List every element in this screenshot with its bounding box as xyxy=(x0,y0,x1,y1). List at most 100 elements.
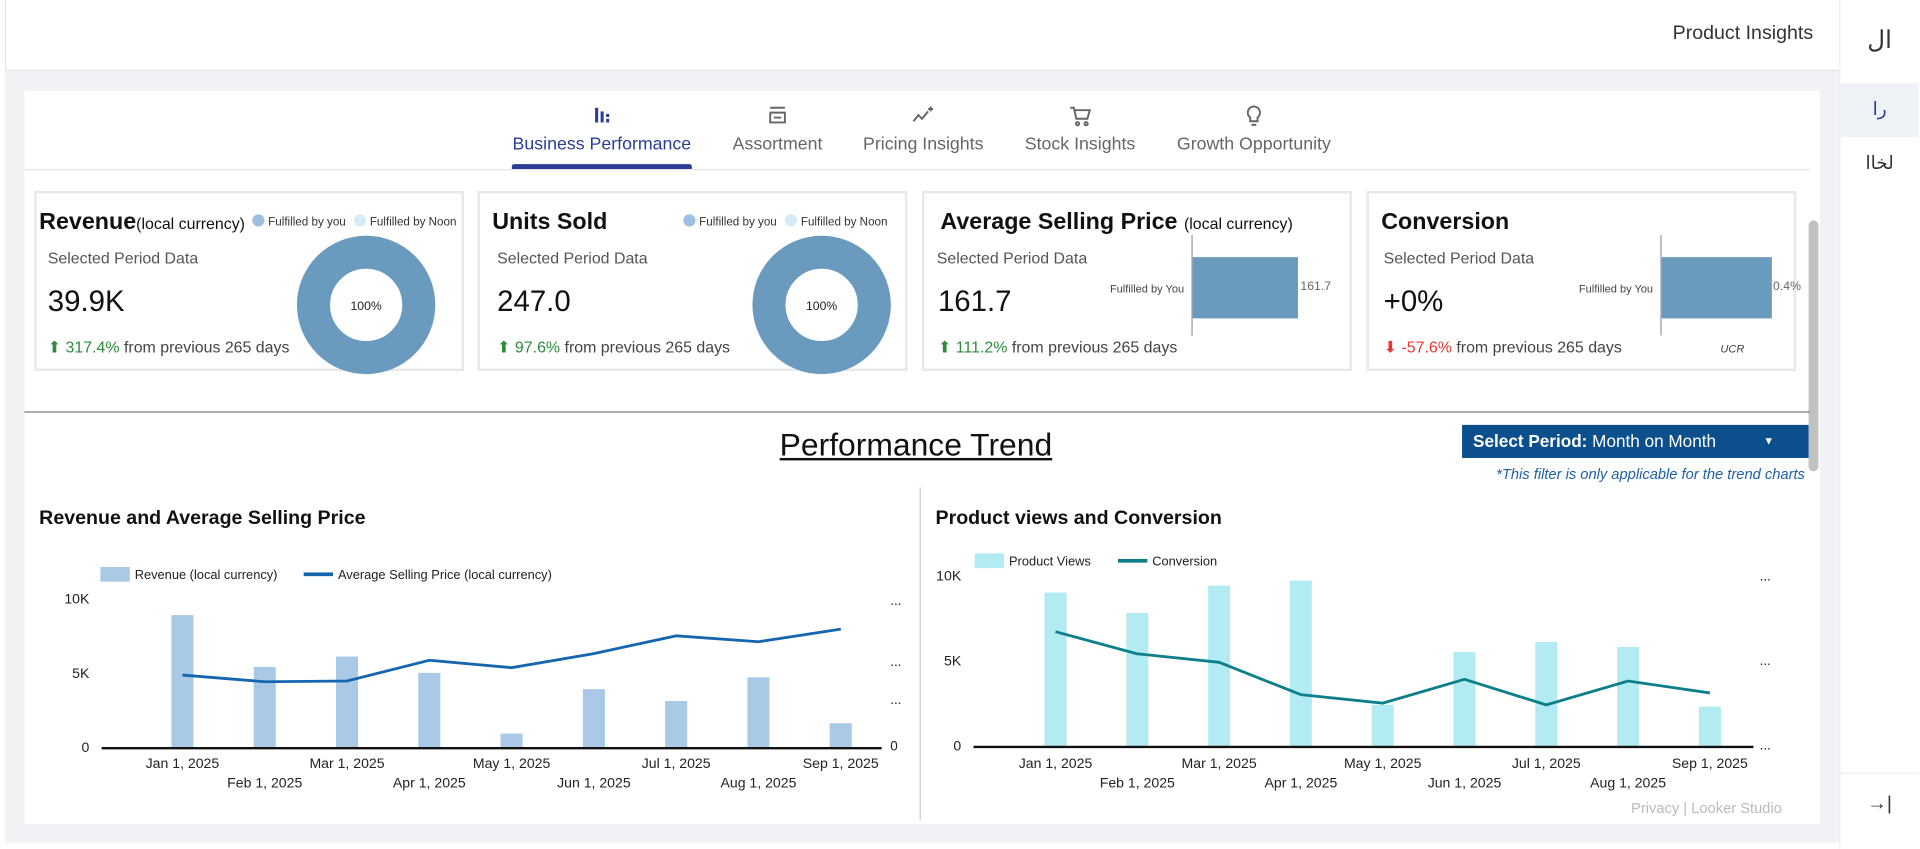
privacy-link[interactable]: Privacy xyxy=(1631,799,1680,817)
series-line xyxy=(182,627,841,684)
select-period-dropdown[interactable]: Select Period: Month on Month ▼ xyxy=(1462,424,1809,458)
bar xyxy=(1044,592,1067,746)
kpi-bar xyxy=(1192,257,1298,319)
kpi-value: +0% xyxy=(1383,285,1444,319)
y2-tick-label: ... xyxy=(1760,568,1771,583)
rail-page-1[interactable]: را xyxy=(1840,83,1919,138)
y-tick-label: 10K xyxy=(936,567,962,583)
tab-label: Business Performance xyxy=(512,134,692,155)
donut-label: 100% xyxy=(350,299,381,313)
collapse-icon[interactable]: →| xyxy=(1867,793,1892,815)
scrollbar-thumb[interactable] xyxy=(1808,220,1819,472)
legend-dot xyxy=(353,214,367,227)
tab-label: Stock Insights xyxy=(1024,134,1136,155)
bar-value: 0.4% xyxy=(1773,280,1801,294)
x-tick-label: Jun 1, 2025 xyxy=(1428,774,1502,790)
rail-page-2[interactable]: لخاا xyxy=(1865,153,1894,174)
select-label: Select Period: xyxy=(1473,431,1588,451)
legend-swatch xyxy=(100,566,130,582)
kpi-title: Units Sold xyxy=(492,209,608,236)
x-tick-label: Sep 1, 2025 xyxy=(1672,755,1748,771)
bar xyxy=(1371,704,1394,746)
legend-label: Revenue (local currency) xyxy=(135,567,278,582)
tab-assortment[interactable]: Assortment xyxy=(730,91,826,169)
x-tick-label: Sep 1, 2025 xyxy=(803,755,879,771)
kpi-change: ⬆ 111.2% from previous 265 days xyxy=(938,338,1177,358)
bar xyxy=(1453,652,1476,746)
kpi-value: 161.7 xyxy=(937,285,1012,319)
tab-label: Growth Opportunity xyxy=(1176,134,1331,155)
kpi-card-revenue: Revenue(local currency) Fulfilled by you… xyxy=(34,191,465,375)
bar xyxy=(1126,612,1149,746)
legend-label: Fulfilled by Noon xyxy=(800,215,888,229)
kpi-title-text: Average Selling Price xyxy=(940,209,1178,236)
donut-chart: 100% xyxy=(752,235,891,375)
y2-tick-label: ... xyxy=(890,654,901,669)
bar xyxy=(336,656,359,747)
x-tick-label: Mar 1, 2025 xyxy=(309,755,384,771)
tab-stock-insights[interactable]: Stock Insights xyxy=(1022,91,1137,169)
bar xyxy=(1208,585,1231,746)
bar xyxy=(171,615,194,747)
kpi-subtitle: (local currency) xyxy=(1183,214,1293,233)
legend-label: Average Selling Price (local currency) xyxy=(338,567,552,582)
tab-pricing-insights[interactable]: Pricing Insights xyxy=(861,91,986,169)
tab-business-performance[interactable]: Business Performance xyxy=(511,91,692,169)
looker-studio-link[interactable]: Looker Studio xyxy=(1691,799,1782,817)
x-tick-label: Jul 1, 2025 xyxy=(642,755,711,771)
kpi-title-text: Revenue xyxy=(39,209,137,236)
change-value: 97.6% xyxy=(514,337,561,357)
filter-note: *This filter is only applicable for the … xyxy=(1496,465,1805,483)
chart-title: Revenue and Average Selling Price xyxy=(39,508,366,529)
period-label: Selected Period Data xyxy=(47,248,199,267)
change-text: from previous 265 days xyxy=(564,337,730,357)
y2-tick-label: 0 xyxy=(890,739,897,754)
kpi-change: ⬇ -57.6% from previous 265 days xyxy=(1384,338,1622,358)
section-divider xyxy=(24,411,1810,413)
legend-dot xyxy=(252,214,265,227)
bar xyxy=(418,672,441,747)
period-label: Selected Period Data xyxy=(1383,248,1535,267)
legend: Fulfilled by you Fulfilled by Noon xyxy=(252,214,456,229)
footer: Privacy | Looker Studio xyxy=(1631,800,1782,817)
x-tick-label: Feb 1, 2025 xyxy=(227,774,302,790)
bar xyxy=(582,689,605,747)
page-nav-rail: ال را لخاا →| xyxy=(1839,0,1920,849)
legend-dot xyxy=(784,214,798,227)
bar-chart-icon xyxy=(512,105,692,134)
bar-axis xyxy=(1660,235,1662,336)
y-tick-label: 0 xyxy=(82,739,90,755)
rail-header[interactable]: ال xyxy=(1867,26,1892,54)
legend-label: Fulfilled by Noon xyxy=(369,215,457,229)
kpi-value: 39.9K xyxy=(47,285,125,319)
arrow-up-icon: ⬆ xyxy=(497,337,511,357)
arrow-down-icon: ⬇ xyxy=(1383,337,1398,357)
tab-growth-opportunity[interactable]: Growth Opportunity xyxy=(1174,91,1333,169)
x-tick-label: Feb 1, 2025 xyxy=(1100,774,1175,790)
bar xyxy=(253,666,276,747)
change-text: from previous 265 days xyxy=(1456,337,1622,357)
kpi-value: 247.0 xyxy=(497,285,571,319)
kpi-title: Conversion xyxy=(1381,209,1510,236)
active-tab-indicator xyxy=(511,164,692,169)
y2-tick-label: ... xyxy=(1760,737,1771,752)
period-label: Selected Period Data xyxy=(936,248,1088,267)
arrow-up-icon: ⬆ xyxy=(937,337,952,357)
legend-swatch xyxy=(974,553,1005,569)
x-tick-label: May 1, 2025 xyxy=(1344,755,1422,771)
legend-label: Product Views xyxy=(1009,554,1091,569)
bar-label: Fulfilled by You xyxy=(1109,282,1185,296)
y2-tick-label: ... xyxy=(890,692,901,707)
x-tick-label: Mar 1, 2025 xyxy=(1182,755,1257,771)
trend-sparkle-icon xyxy=(861,105,986,134)
page-title: Product Insights xyxy=(1672,23,1814,45)
donut-slice xyxy=(296,235,436,375)
chart-divider xyxy=(919,487,921,821)
y-tick-label: 10K xyxy=(64,591,90,607)
change-value: 317.4% xyxy=(65,337,120,357)
change-value: 111.2% xyxy=(955,337,1008,357)
legend-swatch xyxy=(303,572,334,577)
change-value: -57.6% xyxy=(1401,337,1452,357)
